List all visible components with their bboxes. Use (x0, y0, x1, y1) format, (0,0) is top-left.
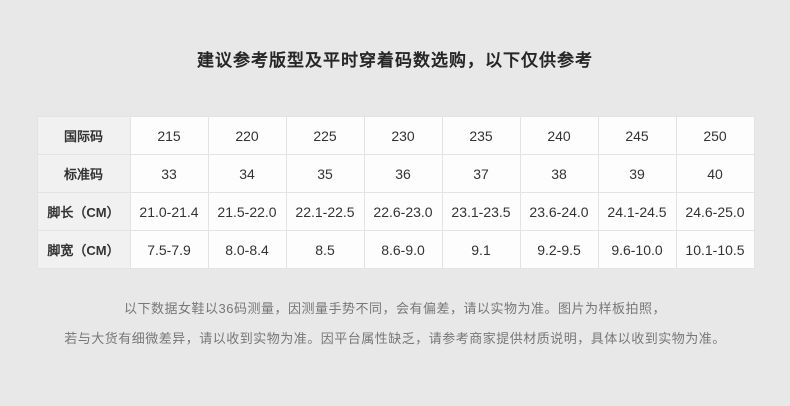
size-cell: 250 (675, 116, 755, 155)
row-label: 标准码 (36, 154, 131, 193)
size-cell: 38 (519, 154, 599, 193)
size-cell: 215 (129, 116, 209, 155)
size-cell: 240 (519, 116, 599, 155)
size-cell: 23.6-24.0 (519, 192, 599, 231)
size-cell: 220 (207, 116, 287, 155)
size-cell: 235 (441, 116, 521, 155)
row-label: 脚长（CM） (36, 192, 131, 231)
size-cell: 9.2-9.5 (519, 230, 599, 269)
size-cell: 225 (285, 116, 365, 155)
size-cell: 9.6-10.0 (597, 230, 677, 269)
size-cell: 21.0-21.4 (129, 192, 209, 231)
size-cell: 8.6-9.0 (363, 230, 443, 269)
size-cell: 35 (285, 154, 365, 193)
page-title: 建议参考版型及平时穿着码数选购，以下仅供参考 (197, 51, 593, 70)
size-cell: 23.1-23.5 (441, 192, 521, 231)
size-cell: 36 (363, 154, 443, 193)
size-table-container: 国际码 215 220 225 230 235 240 245 250 标准码 … (36, 116, 755, 269)
table-row-foot-length: 脚长（CM） 21.0-21.4 21.5-22.0 22.1-22.5 22.… (36, 192, 755, 231)
table-row-foot-width: 脚宽（CM） 7.5-7.9 8.0-8.4 8.5 8.6-9.0 9.1 9… (36, 230, 755, 269)
size-cell: 21.5-22.0 (207, 192, 287, 231)
size-cell: 8.0-8.4 (207, 230, 287, 269)
disclaimer-line-2: 若与大货有细微差异，请以收到实物为准。因平台属性缺乏，请参考商家提供材质说明，具… (64, 331, 726, 346)
size-cell: 37 (441, 154, 521, 193)
size-cell: 8.5 (285, 230, 365, 269)
size-cell: 40 (675, 154, 755, 193)
size-cell: 24.1-24.5 (597, 192, 677, 231)
table-row-international-size: 国际码 215 220 225 230 235 240 245 250 (36, 116, 755, 155)
size-cell: 34 (207, 154, 287, 193)
size-cell: 33 (129, 154, 209, 193)
table-row-standard-size: 标准码 33 34 35 36 37 38 39 40 (36, 154, 755, 193)
size-cell: 22.6-23.0 (363, 192, 443, 231)
size-cell: 39 (597, 154, 677, 193)
size-cell: 22.1-22.5 (285, 192, 365, 231)
size-cell: 24.6-25.0 (675, 192, 755, 231)
size-cell: 9.1 (441, 230, 521, 269)
disclaimer-text: 以下数据女鞋以36码测量，因测量手势不同，会有偏差，请以实物为准。图片为样板拍照… (0, 294, 790, 354)
size-cell: 7.5-7.9 (129, 230, 209, 269)
size-table: 国际码 215 220 225 230 235 240 245 250 标准码 … (36, 116, 755, 269)
row-label: 脚宽（CM） (36, 230, 131, 269)
size-cell: 10.1-10.5 (675, 230, 755, 269)
size-cell: 230 (363, 116, 443, 155)
row-label: 国际码 (36, 116, 131, 155)
disclaimer-line-1: 以下数据女鞋以36码测量，因测量手势不同，会有偏差，请以实物为准。图片为样板拍照… (124, 301, 666, 316)
size-cell: 245 (597, 116, 677, 155)
